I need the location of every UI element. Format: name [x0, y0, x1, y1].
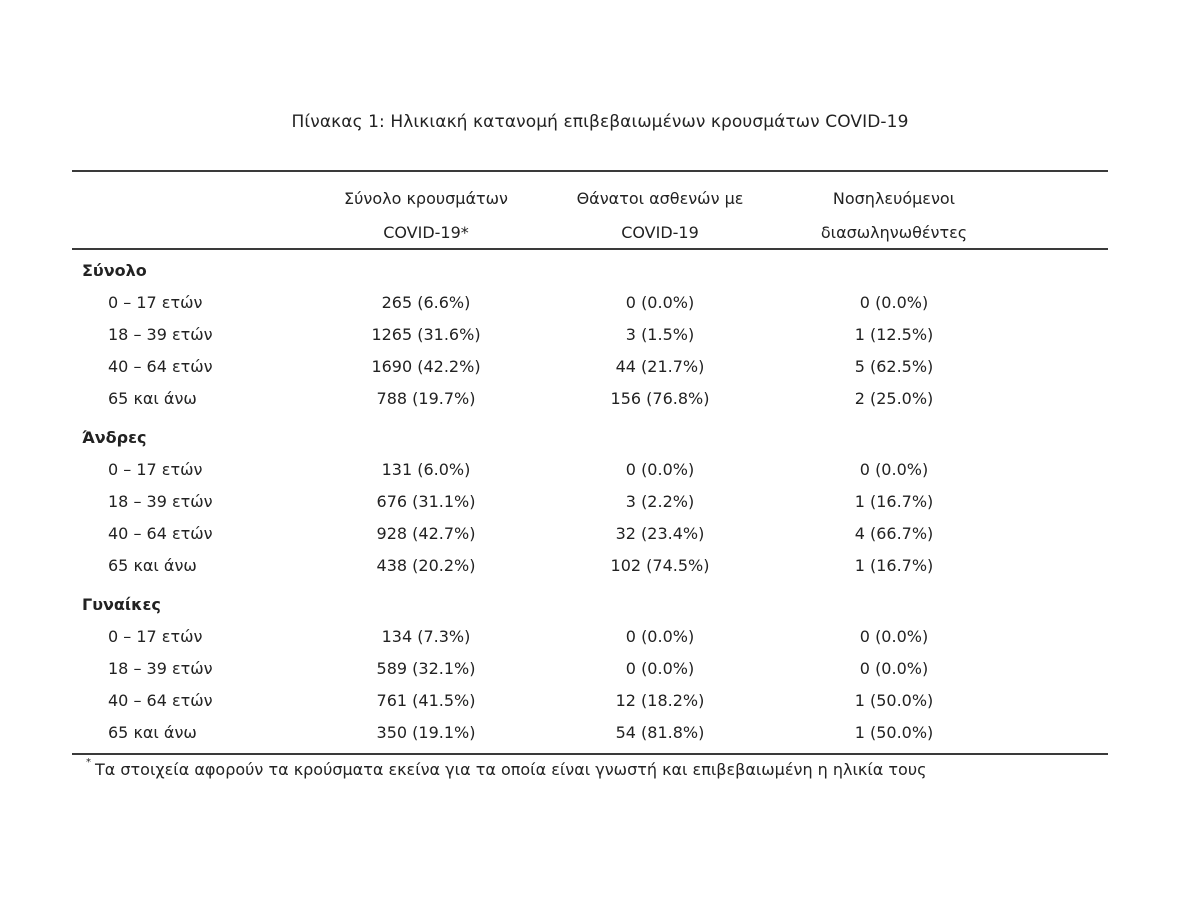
- table-row: 65 και άνω 350 (19.1%) 54 (81.8%) 1 (50.…: [0, 717, 1200, 749]
- cell-deaths: 0 (0.0%): [625, 659, 695, 678]
- cell-total-cases: 1265 (31.6%): [371, 325, 481, 344]
- row-label: 65 και άνω: [108, 723, 197, 742]
- row-label: 0 – 17 ετών: [108, 293, 203, 312]
- cell-total-cases: 438 (20.2%): [376, 556, 476, 575]
- row-label: 0 – 17 ετών: [108, 627, 203, 646]
- column-header-deaths: Θάνατοι ασθενών με COVID-19: [540, 182, 780, 250]
- column-header-line: διασωληνωθέντες: [820, 223, 968, 242]
- row-label: 40 – 64 ετών: [108, 524, 213, 543]
- footnote-mark: *: [86, 757, 91, 768]
- cell-deaths: 44 (21.7%): [615, 357, 705, 376]
- table-row: 40 – 64 ετών 1690 (42.2%) 44 (21.7%) 5 (…: [0, 351, 1200, 383]
- cell-deaths: 32 (23.4%): [615, 524, 705, 543]
- table-row: 18 – 39 ετών 1265 (31.6%) 3 (1.5%) 1 (12…: [0, 319, 1200, 351]
- section-title-total: Σύνολο: [82, 261, 147, 280]
- row-label: 0 – 17 ετών: [108, 460, 203, 479]
- cell-intubated: 1 (16.7%): [854, 492, 934, 511]
- cell-deaths: 156 (76.8%): [610, 389, 710, 408]
- table-bottom-rule: [72, 753, 1108, 755]
- cell-total-cases: 1690 (42.2%): [371, 357, 481, 376]
- cell-deaths: 3 (1.5%): [625, 325, 695, 344]
- table-row: 40 – 64 ετών 928 (42.7%) 32 (23.4%) 4 (6…: [0, 518, 1200, 550]
- table-row: 65 και άνω 438 (20.2%) 102 (74.5%) 1 (16…: [0, 550, 1200, 582]
- table-row: 0 – 17 ετών 131 (6.0%) 0 (0.0%) 0 (0.0%): [0, 454, 1200, 486]
- cell-total-cases: 589 (32.1%): [376, 659, 476, 678]
- section-title-men: Άνδρες: [82, 428, 147, 447]
- cell-deaths: 12 (18.2%): [615, 691, 705, 710]
- cell-intubated: 4 (66.7%): [854, 524, 934, 543]
- cell-intubated: 1 (16.7%): [854, 556, 934, 575]
- table-row: 40 – 64 ετών 761 (41.5%) 12 (18.2%) 1 (5…: [0, 685, 1200, 717]
- row-label: 18 – 39 ετών: [108, 659, 213, 678]
- row-label: 40 – 64 ετών: [108, 691, 213, 710]
- cell-intubated: 1 (12.5%): [854, 325, 934, 344]
- cell-deaths: 102 (74.5%): [610, 556, 710, 575]
- column-header-line: Νοσηλευόμενοι: [832, 189, 956, 208]
- cell-intubated: 1 (50.0%): [854, 691, 934, 710]
- cell-total-cases: 761 (41.5%): [376, 691, 476, 710]
- column-header-line: COVID-19*: [383, 223, 469, 242]
- cell-intubated: 2 (25.0%): [854, 389, 934, 408]
- row-label: 18 – 39 ετών: [108, 492, 213, 511]
- column-header-total-cases: Σύνολο κρουσμάτων COVID-19*: [306, 182, 546, 250]
- row-label: 65 και άνω: [108, 389, 197, 408]
- cell-intubated: 0 (0.0%): [859, 293, 929, 312]
- cell-total-cases: 350 (19.1%): [376, 723, 476, 742]
- table-row: 18 – 39 ετών 676 (31.1%) 3 (2.2%) 1 (16.…: [0, 486, 1200, 518]
- table-caption: Πίνακας 1: Ηλικιακή κατανομή επιβεβαιωμέ…: [291, 112, 909, 132]
- footnote-text: Τα στοιχεία αφορούν τα κρούσματα εκείνα …: [95, 760, 927, 779]
- cell-intubated: 0 (0.0%): [859, 460, 929, 479]
- row-label: 40 – 64 ετών: [108, 357, 213, 376]
- cell-intubated: 1 (50.0%): [854, 723, 934, 742]
- column-header-intubated: Νοσηλευόμενοι διασωληνωθέντες: [774, 182, 1014, 250]
- cell-deaths: 0 (0.0%): [625, 460, 695, 479]
- cell-intubated: 0 (0.0%): [859, 659, 929, 678]
- row-label: 18 – 39 ετών: [108, 325, 213, 344]
- cell-deaths: 0 (0.0%): [625, 293, 695, 312]
- table-header-rule: [72, 248, 1108, 250]
- table-footnote: * Τα στοιχεία αφορούν τα κρούσματα εκείνα…: [86, 757, 927, 779]
- cell-total-cases: 928 (42.7%): [376, 524, 476, 543]
- column-header-line: Θάνατοι ασθενών με: [576, 189, 744, 208]
- cell-deaths: 3 (2.2%): [625, 492, 695, 511]
- table-top-rule: [72, 170, 1108, 172]
- cell-total-cases: 265 (6.6%): [381, 293, 471, 312]
- row-label: 65 και άνω: [108, 556, 197, 575]
- cell-total-cases: 131 (6.0%): [381, 460, 471, 479]
- table-row: 65 και άνω 788 (19.7%) 156 (76.8%) 2 (25…: [0, 383, 1200, 415]
- cell-intubated: 0 (0.0%): [859, 627, 929, 646]
- cell-intubated: 5 (62.5%): [854, 357, 934, 376]
- cell-total-cases: 788 (19.7%): [376, 389, 476, 408]
- cell-deaths: 0 (0.0%): [625, 627, 695, 646]
- column-header-line: COVID-19: [621, 223, 699, 242]
- cell-total-cases: 134 (7.3%): [381, 627, 471, 646]
- cell-total-cases: 676 (31.1%): [376, 492, 476, 511]
- table-row: 0 – 17 ετών 134 (7.3%) 0 (0.0%) 0 (0.0%): [0, 621, 1200, 653]
- cell-deaths: 54 (81.8%): [615, 723, 705, 742]
- table-row: 0 – 17 ετών 265 (6.6%) 0 (0.0%) 0 (0.0%): [0, 287, 1200, 319]
- column-header-line: Σύνολο κρουσμάτων: [344, 189, 508, 208]
- table-row: 18 – 39 ετών 589 (32.1%) 0 (0.0%) 0 (0.0…: [0, 653, 1200, 685]
- section-title-women: Γυναίκες: [82, 595, 161, 614]
